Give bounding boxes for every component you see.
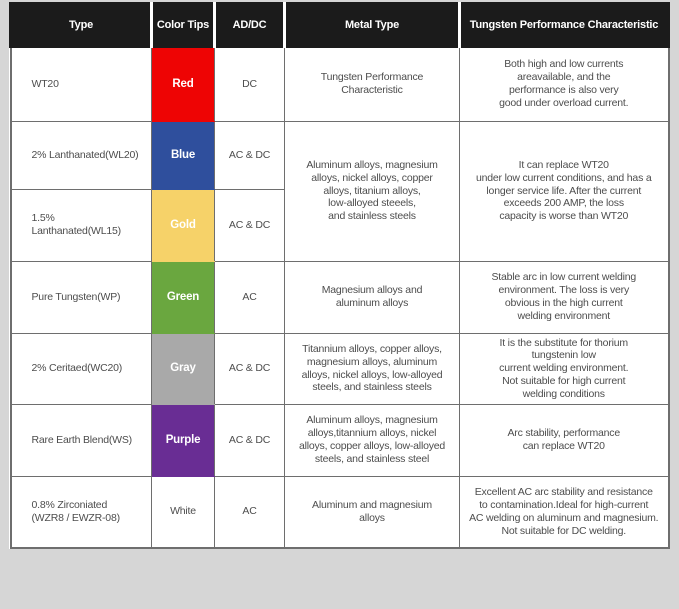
current-cell: DC [214,46,285,122]
color-swatch-green: Green [151,260,215,334]
performance-cell: Stable arc in low current welding enviro… [459,260,669,334]
type-cell: 0.8% Zirconiated (WZR8 / EWZR-08) [10,475,152,549]
metal-type-cell: Tungsten Performance Characteristic [284,46,460,122]
performance-cell: It is the substitute for thorium tungste… [459,332,669,405]
color-swatch-gold: Gold [151,188,215,262]
current-cell: AC & DC [214,403,285,477]
type-cell: WT20 [10,46,152,122]
table-row-wp: Pure Tungsten(WP) Green AC Magnesium all… [10,260,669,334]
metal-type-cell: Aluminum and magnesium alloys [284,475,460,549]
color-swatch-red: Red [151,46,215,122]
table-row-wl20: 2% Lanthanated(WL20) Blue AC & DC Alumin… [10,120,669,262]
tungsten-electrode-table: Type Color Tips AD/DC Metal Type Tungste… [9,2,670,549]
header-row: Type Color Tips AD/DC Metal Type Tungste… [9,2,670,48]
type-cell: Pure Tungsten(WP) [10,260,152,334]
type-cell: 2% Ceritaed(WC20) [10,332,152,405]
metal-type-cell: Aluminum alloys, magnesium alloys,titann… [284,403,460,477]
type-cell: Rare Earth Blend(WS) [10,403,152,477]
table-row-wc20: 2% Ceritaed(WC20) Gray AC & DC Titannium… [10,332,669,405]
col-header-addc: AD/DC [213,2,286,48]
current-cell: AC & DC [214,332,285,405]
performance-cell: Excellent AC arc stability and resistanc… [459,475,669,549]
table-row-wl15: 1.5% Lanthanated(WL15) Gold AC & DC [10,188,669,262]
col-header-metal-type: Metal Type [283,2,461,48]
type-cell: 1.5% Lanthanated(WL15) [10,188,152,262]
table-row-ws: Rare Earth Blend(WS) Purple AC & DC Alum… [10,403,669,477]
table-row-wzr8: 0.8% Zirconiated (WZR8 / EWZR-08) White … [10,475,669,549]
col-header-color-tips: Color Tips [150,2,216,48]
metal-type-cell: Titannium alloys, copper alloys, magnesi… [284,332,460,405]
current-cell: AC [214,475,285,549]
current-cell: AC & DC [214,188,285,262]
metal-type-cell: Magnesium alloys and aluminum alloys [284,260,460,334]
metal-type-cell-shared: Aluminum alloys, magnesium alloys, nicke… [284,120,460,262]
table-row-wt20: WT20 Red DC Tungsten Performance Charact… [10,46,669,122]
current-cell: AC [214,260,285,334]
performance-cell-shared: It can replace WT20 under low current co… [459,120,669,262]
color-swatch-purple: Purple [151,403,215,477]
type-cell: 2% Lanthanated(WL20) [10,120,152,190]
color-swatch-gray: Gray [151,332,215,405]
color-swatch-blue: Blue [151,120,215,190]
color-swatch-white: White [151,475,215,549]
performance-cell: Arc stability, performance can replace W… [459,403,669,477]
col-header-type: Type [9,2,153,48]
current-cell: AC & DC [214,120,285,190]
performance-cell: Both high and low currents areavailable,… [459,46,669,122]
col-header-performance: Tungsten Performance Characteristic [458,2,670,48]
